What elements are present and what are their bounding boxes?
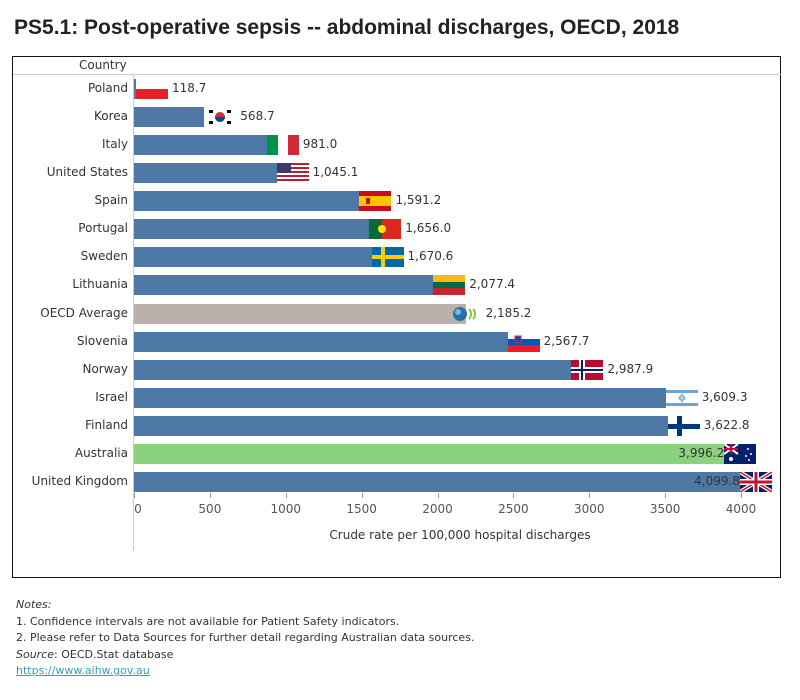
x-tick bbox=[437, 493, 439, 498]
x-tick bbox=[513, 493, 515, 498]
x-tick bbox=[209, 493, 211, 498]
x-tick bbox=[361, 493, 363, 498]
bar[interactable] bbox=[134, 415, 684, 436]
bar[interactable] bbox=[134, 471, 757, 492]
x-tick-label: 1500 bbox=[346, 502, 377, 516]
data-label: 2,987.9 bbox=[607, 361, 654, 376]
header-divider bbox=[13, 74, 781, 75]
category-label: United Kingdom bbox=[31, 473, 128, 488]
bar[interactable] bbox=[134, 275, 450, 296]
data-label: 2,077.4 bbox=[469, 277, 516, 292]
bar[interactable] bbox=[134, 331, 524, 352]
sweden-flag-icon bbox=[371, 247, 404, 268]
usa-flag-icon bbox=[276, 163, 309, 184]
data-label: 4,099.8 bbox=[694, 473, 740, 488]
bar[interactable] bbox=[134, 107, 221, 128]
portugal-flag-icon bbox=[369, 219, 402, 240]
category-label: United States bbox=[46, 165, 128, 180]
bar[interactable] bbox=[134, 359, 588, 380]
x-axis-label: Crude rate per 100,000 hospital discharg… bbox=[329, 528, 591, 542]
note-2: 2. Please refer to Data Sources for furt… bbox=[16, 631, 475, 644]
bar[interactable] bbox=[134, 303, 466, 324]
slovenia-flag-icon bbox=[507, 331, 540, 352]
category-label: Israel bbox=[95, 389, 128, 404]
category-label: Norway bbox=[82, 361, 128, 376]
category-label: Italy bbox=[101, 137, 128, 152]
data-label: 2,567.7 bbox=[543, 333, 590, 348]
data-label: 1,591.2 bbox=[395, 193, 442, 208]
bar[interactable] bbox=[134, 443, 741, 464]
x-tick bbox=[134, 493, 135, 498]
category-label: OECD Average bbox=[40, 305, 128, 320]
category-label: Lithuania bbox=[72, 277, 128, 292]
x-tick-label: 500 bbox=[198, 502, 222, 516]
data-label: 118.7 bbox=[172, 81, 207, 95]
data-label: 1,656.0 bbox=[405, 221, 452, 236]
bar[interactable] bbox=[134, 387, 682, 408]
x-tick-label: 2000 bbox=[422, 502, 453, 516]
aihw-link[interactable]: https://www.aihw.gov.au bbox=[16, 664, 150, 677]
category-label: Portugal bbox=[78, 221, 128, 236]
x-tick bbox=[285, 493, 287, 498]
bar[interactable] bbox=[134, 191, 376, 212]
bar[interactable] bbox=[134, 247, 388, 268]
x-tick-label: 1000 bbox=[270, 502, 302, 516]
category-label: Australia bbox=[74, 445, 128, 460]
data-label: 1,670.6 bbox=[407, 249, 454, 264]
poland-flag-icon bbox=[136, 79, 168, 99]
norway-flag-icon bbox=[571, 359, 604, 380]
column-header: Country bbox=[79, 58, 127, 72]
x-tick-label: 4000 bbox=[725, 502, 757, 516]
oecd-logo-icon bbox=[450, 304, 482, 324]
bar[interactable] bbox=[134, 163, 293, 184]
x-tick bbox=[665, 493, 667, 498]
data-label: 568.7 bbox=[240, 109, 275, 124]
data-label: 2,185.2 bbox=[485, 305, 532, 320]
data-label: 1,045.1 bbox=[312, 165, 359, 180]
x-tick-label: 3000 bbox=[573, 502, 605, 516]
israel-flag-icon bbox=[665, 387, 698, 408]
category-label: Korea bbox=[93, 109, 128, 124]
data-label: 3,996.2 bbox=[678, 445, 725, 460]
category-label: Spain bbox=[94, 193, 128, 208]
notes-heading: Notes: bbox=[16, 598, 52, 611]
spain-flag-icon bbox=[359, 191, 392, 212]
data-label: 3,622.8 bbox=[703, 417, 750, 432]
bar[interactable] bbox=[134, 135, 283, 156]
chart-frame bbox=[12, 56, 781, 578]
notes: Notes: 1. Confidence intervals are not a… bbox=[16, 597, 474, 680]
x-tick bbox=[589, 493, 591, 498]
x-tick bbox=[741, 493, 742, 498]
category-label: Slovenia bbox=[76, 333, 128, 348]
source-label: Source bbox=[16, 647, 55, 661]
note-1: 1. Confidence intervals are not availabl… bbox=[16, 614, 400, 628]
category-label: Sweden bbox=[80, 249, 128, 264]
data-label: 981.0 bbox=[302, 137, 338, 152]
category-label: Poland bbox=[87, 81, 128, 95]
korea-flag-icon bbox=[204, 107, 237, 128]
category-label: Finland bbox=[85, 417, 128, 432]
source-text: : OECD.Stat database bbox=[54, 647, 174, 661]
x-tick-label: 3500 bbox=[649, 502, 681, 516]
x-tick-label: 0 bbox=[134, 502, 142, 516]
data-label: 3,609.3 bbox=[701, 389, 748, 404]
lithuania-flag-icon bbox=[433, 275, 466, 296]
chart-title: PS5.1: Post-operative sepsis -- abdomina… bbox=[14, 16, 680, 39]
australia-flag-icon bbox=[723, 443, 757, 464]
bar[interactable] bbox=[134, 219, 386, 240]
finland-flag-icon bbox=[667, 415, 700, 436]
italy-flag-icon bbox=[266, 135, 299, 156]
uk-flag-icon bbox=[739, 470, 774, 494]
x-tick-label: 2500 bbox=[498, 502, 529, 516]
axis-line bbox=[133, 75, 134, 551]
